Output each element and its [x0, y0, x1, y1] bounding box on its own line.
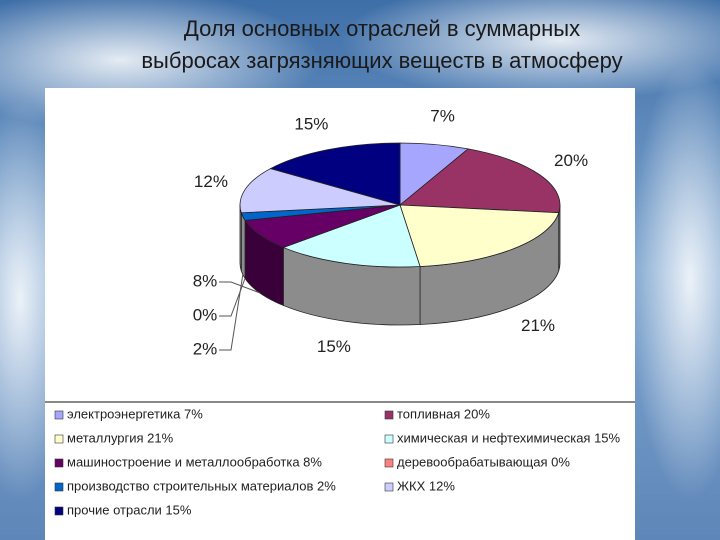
legend-swatch: [54, 482, 64, 492]
legend-swatch: [384, 482, 394, 492]
legend-label: химическая и нефтехимическая 15%: [397, 430, 621, 445]
data-label: 15%: [294, 114, 328, 133]
legend-label: прочие отрасли 15%: [67, 502, 192, 517]
leader-line: [219, 281, 260, 294]
legend-label: топливная 20%: [397, 406, 490, 421]
legend-label: ЖКХ 12%: [397, 478, 455, 493]
data-label: 21%: [521, 316, 555, 335]
pie-slice: [398, 148, 561, 214]
legend: электроэнергетика 7% топливная 20% металлу…: [54, 406, 621, 517]
legend-swatch: [384, 434, 394, 444]
legend-label: машиностроение и металлообработка 8%: [67, 454, 322, 469]
pie-slice: [239, 168, 401, 214]
leader-line: [219, 274, 244, 351]
data-label: 7%: [430, 107, 455, 126]
data-label: 2%: [193, 339, 218, 358]
legend-swatch: [54, 434, 64, 444]
pie-side: [239, 204, 242, 271]
legend-swatch: [384, 410, 394, 420]
legend-swatch: [384, 458, 394, 468]
pie-side: [240, 212, 246, 280]
legend-swatch: [54, 506, 64, 516]
data-label: 12%: [194, 172, 228, 191]
legend-swatch: [54, 410, 64, 420]
data-label: 8%: [193, 271, 218, 290]
title: Доля основных отраслей в суммарных выбро…: [141, 16, 622, 73]
legend-swatch: [54, 458, 64, 468]
data-label: 0%: [193, 305, 218, 324]
data-label: 15%: [317, 337, 351, 356]
title-line: выбросах загрязняющих веществ в атмосфер…: [141, 48, 622, 73]
legend-label: деревообрабатывающая 0%: [397, 454, 570, 469]
pie-slice: [399, 204, 560, 267]
legend-label: электроэнергетика 7%: [67, 406, 203, 421]
data-label: 20%: [554, 151, 588, 170]
legend-label: металлургия 21%: [67, 430, 174, 445]
title-line: Доля основных отраслей в суммарных: [184, 16, 580, 41]
pie: 7% 20% 21% 15% 8% 0% 2% 12% 15%: [193, 107, 588, 359]
legend-label: производство строительных материалов 2%: [67, 478, 336, 493]
pie-slice: [282, 204, 421, 268]
pie-slice: [269, 142, 401, 206]
